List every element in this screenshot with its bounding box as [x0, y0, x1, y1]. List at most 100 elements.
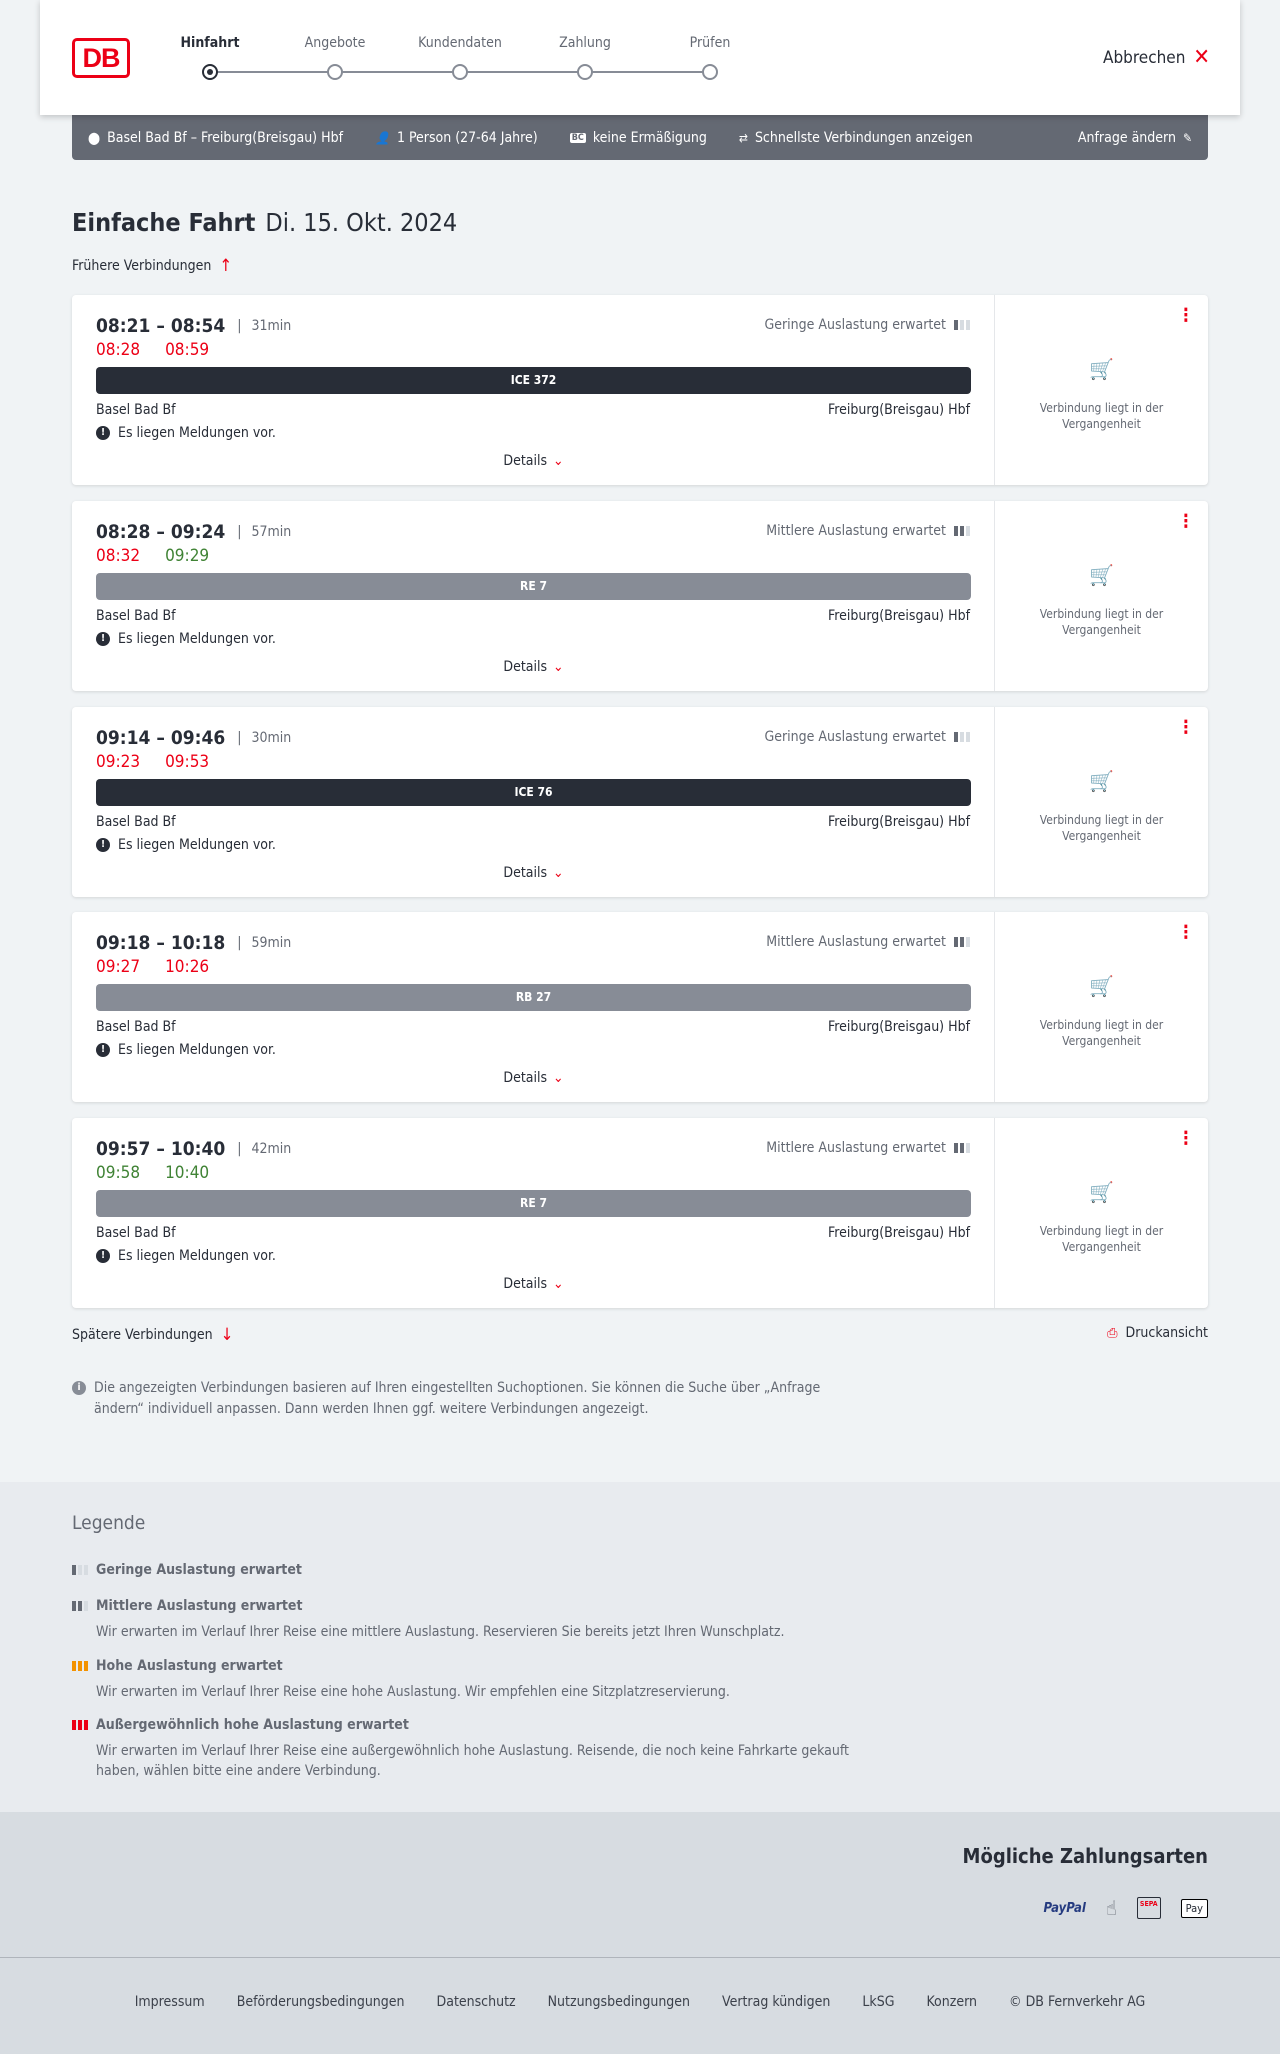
- details-toggle[interactable]: Details ⌄: [72, 1276, 995, 1292]
- pencil-icon: ✎: [1182, 130, 1192, 145]
- passengers-text: 1 Person (27-64 Jahre): [396, 129, 538, 146]
- connection-main: 08:28 – 09:24 57min 08:32 09:29 Mittlere A…: [72, 500, 995, 691]
- destination-station: Freiburg(Breisgau) Hbf: [827, 607, 970, 624]
- connection-main: 08:21 – 08:54 31min 08:28 08:59 Geringe Au…: [72, 295, 995, 485]
- occupancy-icon: [954, 731, 970, 742]
- legend-text: Wir erwarten im Verlauf Ihrer Reise eine…: [96, 1684, 730, 1700]
- occupancy: Mittlere Auslastung erwartet: [766, 934, 970, 950]
- booking-status: Verbindung liegt in der Vergangenheit: [1039, 1224, 1164, 1255]
- train-bar[interactable]: RB 27: [96, 984, 971, 1012]
- planned-times: 09:14 – 09:46 30min: [96, 727, 291, 749]
- location-pin-icon: ⬤: [88, 130, 101, 145]
- more-options-icon[interactable]: ⋮: [1177, 922, 1194, 944]
- notice-text: Es liegen Meldungen vor.: [118, 1042, 276, 1059]
- connection-main: 09:57 – 10:40 42min 09:58 10:40 Mittlere A…: [72, 1118, 995, 1309]
- footer-link-impressum[interactable]: Impressum: [134, 1994, 205, 2010]
- more-options-icon[interactable]: ⋮: [1177, 305, 1194, 326]
- notice: ! Es liegen Meldungen vor.: [96, 1248, 276, 1264]
- route: ⬤ Basel Bad Bf – Freiburg(Breisgau) Hbf: [88, 130, 343, 146]
- more-options-icon[interactable]: ⋮: [1177, 716, 1194, 738]
- later-label: Spätere Verbindungen: [72, 1327, 213, 1343]
- sepa-icon: SEPA: [1136, 1897, 1161, 1919]
- legend-label: Außergewöhnlich hohe Auslastung erwartet: [96, 1717, 409, 1733]
- step-dot-active: [202, 64, 218, 80]
- connection-card: 09:18 – 10:18 59min 09:27 10:26 Mittlere A…: [72, 912, 1208, 1103]
- footer-link-nutzungsbedingungen[interactable]: Nutzungsbedingungen: [547, 1994, 691, 2010]
- destination-station: Freiburg(Breisgau) Hbf: [827, 1225, 970, 1242]
- legend-label: Geringe Auslastung erwartet: [96, 1562, 302, 1578]
- trip-type: Einfache Fahrt: [72, 208, 256, 237]
- bahncard-icon: BC: [569, 132, 586, 143]
- footer-link-vertrag-kuendigen[interactable]: Vertrag kündigen: [722, 1994, 831, 2010]
- occupancy-icon: [954, 320, 970, 330]
- footer-copyright: © DB Fernverkehr AG: [1009, 1994, 1146, 2010]
- exclamation-icon: !: [96, 1043, 110, 1058]
- planned-times: 08:28 – 09:24 57min: [96, 521, 291, 543]
- origin-station: Basel Bad Bf: [96, 402, 176, 418]
- footer-link-lksg[interactable]: LkSG: [862, 1994, 895, 2010]
- legend-section: Legende Geringe Auslastung erwartet Mitt…: [0, 1482, 1280, 1812]
- occupancy-low-icon: [72, 1565, 88, 1575]
- edit-request-label: Anfrage ändern: [1077, 129, 1176, 146]
- origin-station: Basel Bad Bf: [96, 1225, 176, 1242]
- footer-link-datenschutz[interactable]: Datenschutz: [436, 1994, 516, 2010]
- step-dot: [327, 64, 343, 80]
- later-connections-link[interactable]: Spätere Verbindungen ↓: [72, 1325, 233, 1345]
- duration: 31min: [237, 318, 292, 334]
- cart-unavailable-icon: 🛒: [1089, 357, 1114, 381]
- print-view-link[interactable]: ⎙ Druckansicht: [1107, 1325, 1208, 1341]
- exclamation-icon: !: [96, 631, 110, 646]
- footer-link-konzern[interactable]: Konzern: [926, 1994, 977, 2010]
- occupancy-label: Mittlere Auslastung erwartet: [766, 522, 946, 539]
- arrow-up-icon: ↑: [219, 256, 233, 276]
- fastest-toggle[interactable]: ⇄ Schnellste Verbindungen anzeigen: [739, 130, 973, 146]
- occupancy-label: Mittlere Auslastung erwartet: [766, 1140, 946, 1157]
- train-bar[interactable]: RE 7: [96, 1190, 971, 1218]
- realtime-arrival: 09:53: [165, 751, 210, 772]
- realtime: 09:27 10:26: [96, 957, 209, 977]
- chevron-down-icon: ⌄: [553, 1276, 564, 1293]
- occupancy-label: Geringe Auslastung erwartet: [764, 728, 946, 745]
- train-bar[interactable]: RE 7: [96, 572, 971, 600]
- legend-title: Legende: [72, 1512, 146, 1534]
- print-label: Druckansicht: [1125, 1325, 1208, 1341]
- step-pruefen: Prüfen: [689, 35, 731, 51]
- duration: 57min: [237, 524, 292, 540]
- details-toggle[interactable]: Details ⌄: [72, 1070, 995, 1086]
- train-bar[interactable]: ICE 76: [96, 778, 971, 806]
- planned-times: 08:21 – 08:54 31min: [96, 315, 291, 337]
- edit-request-button[interactable]: Anfrage ändern ✎: [1078, 130, 1192, 146]
- discount-text: keine Ermäßigung: [592, 129, 707, 146]
- realtime-departure: 09:58: [96, 1163, 141, 1184]
- step-hinfahrt: Hinfahrt: [180, 35, 240, 51]
- details-toggle[interactable]: Details ⌄: [72, 865, 995, 881]
- step-dot: [702, 64, 718, 80]
- time-range: 09:57 – 10:40: [96, 1138, 226, 1161]
- legend-item-low: Geringe Auslastung erwartet: [72, 1562, 302, 1578]
- booking-status: Verbindung liegt in der Vergangenheit: [1039, 1018, 1164, 1049]
- earlier-connections-link[interactable]: Frühere Verbindungen ↑: [72, 256, 232, 276]
- footer-link-befoerderungsbedingungen[interactable]: Beförderungsbedingungen: [236, 1994, 405, 2010]
- exclamation-icon: !: [96, 1249, 110, 1264]
- connection-card: 09:57 – 10:40 42min 09:58 10:40 Mittlere A…: [72, 1118, 1208, 1309]
- details-toggle[interactable]: Details ⌄: [72, 453, 995, 469]
- planned-times: 09:18 – 10:18 59min: [96, 932, 291, 954]
- realtime-arrival: 09:29: [165, 545, 210, 566]
- search-summary-bar: ⬤ Basel Bad Bf – Freiburg(Breisgau) Hbf 👤…: [72, 115, 1208, 160]
- payment-title: Mögliche Zahlungsarten: [962, 1844, 1208, 1868]
- header: DB Hinfahrt Angebote Kundendaten Zahlung…: [40, 0, 1240, 115]
- more-options-icon[interactable]: ⋮: [1177, 510, 1194, 532]
- booking-status: Verbindung liegt in der Vergangenheit: [1039, 812, 1164, 843]
- details-toggle[interactable]: Details ⌄: [72, 659, 995, 675]
- notice: ! Es liegen Meldungen vor.: [96, 1042, 276, 1058]
- realtime-arrival: 08:59: [165, 340, 210, 360]
- exclamation-icon: !: [96, 426, 110, 440]
- booking-status: Verbindung liegt in der Vergangenheit: [1039, 401, 1164, 431]
- cancel-button[interactable]: Abbrechen ✕: [1103, 47, 1210, 69]
- realtime-arrival: 10:40: [165, 1163, 210, 1184]
- time-range: 08:28 – 09:24: [96, 520, 226, 543]
- more-options-icon[interactable]: ⋮: [1177, 1128, 1194, 1150]
- db-logo[interactable]: DB: [72, 38, 130, 78]
- destination-station: Freiburg(Breisgau) Hbf: [827, 813, 970, 830]
- train-bar[interactable]: ICE 372: [96, 367, 971, 394]
